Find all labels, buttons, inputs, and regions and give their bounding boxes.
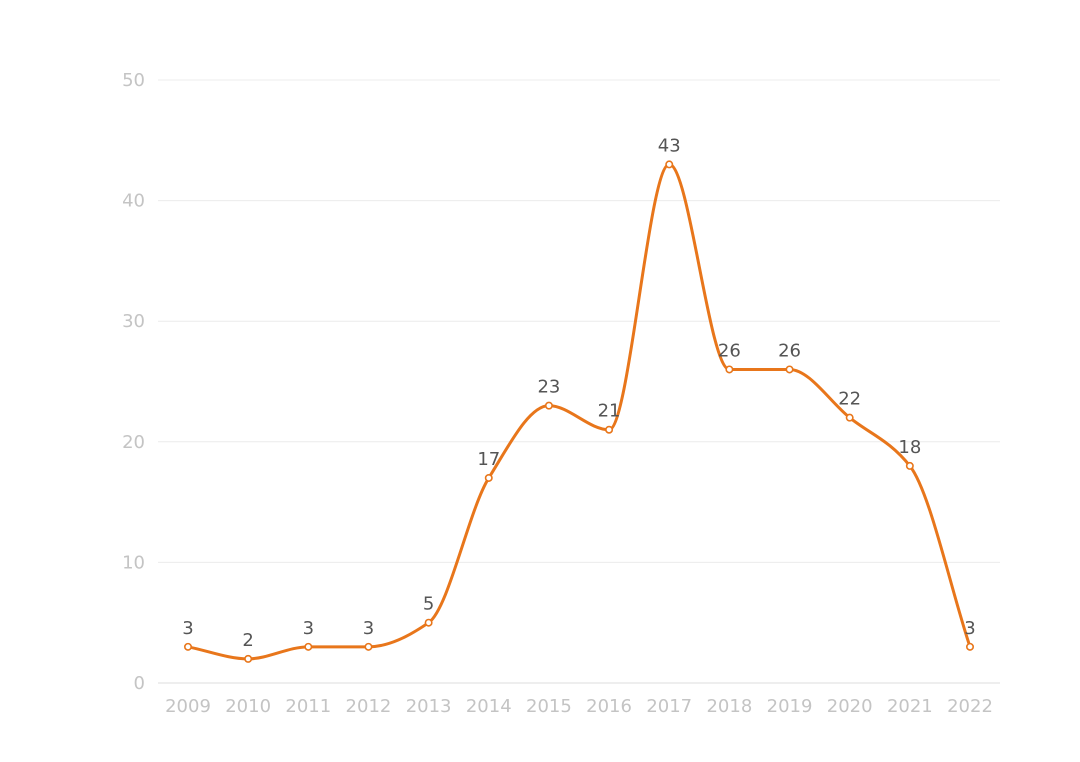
- x-tick-label: 2009: [165, 696, 211, 717]
- data-point: [484, 473, 493, 482]
- data-label: 3: [964, 618, 975, 639]
- data-point: [544, 401, 553, 410]
- y-tick-label: 30: [122, 311, 145, 332]
- data-point: [965, 642, 974, 651]
- data-label: 3: [363, 618, 374, 639]
- data-label: 3: [303, 618, 314, 639]
- x-tick-label: 2011: [285, 696, 331, 717]
- y-tick-label: 0: [134, 673, 145, 694]
- data-label: 21: [598, 401, 621, 422]
- data-label: 26: [778, 340, 801, 361]
- data-label: 43: [658, 135, 681, 156]
- data-label: 3: [182, 618, 193, 639]
- data-point: [845, 413, 854, 422]
- x-tick-label: 2020: [827, 696, 873, 717]
- x-tick-label: 2010: [225, 696, 271, 717]
- y-tick-label: 20: [122, 432, 145, 453]
- x-tick-label: 2013: [406, 696, 452, 717]
- data-point: [725, 365, 734, 374]
- x-tick-label: 2019: [767, 696, 813, 717]
- data-label: 23: [537, 377, 560, 398]
- series: [186, 162, 972, 661]
- data-label: 2: [242, 630, 253, 651]
- data-point: [364, 642, 373, 651]
- data-point: [184, 642, 193, 651]
- x-tick-label: 2016: [586, 696, 632, 717]
- y-tick-label: 10: [122, 552, 145, 573]
- data-label: 26: [718, 340, 741, 361]
- data-point: [665, 160, 674, 169]
- data-label: 17: [477, 449, 500, 470]
- y-tick-label: 40: [122, 191, 145, 212]
- x-tick-label: 2021: [887, 696, 933, 717]
- x-tick-label: 2022: [947, 696, 993, 717]
- series-line: [186, 162, 972, 661]
- data-label: 5: [423, 594, 434, 615]
- x-tick-label: 2014: [466, 696, 512, 717]
- data-label: 22: [838, 389, 861, 410]
- data-point: [424, 618, 433, 627]
- x-axis: 2009 2010 2011 2012 2013 2014 2015 2016 2017 2018…: [165, 696, 993, 717]
- x-tick-label: 2015: [526, 696, 572, 717]
- data-point: [244, 654, 253, 663]
- data-point: [304, 642, 313, 651]
- gridlines: [158, 79, 1000, 684]
- x-tick-label: 2017: [646, 696, 692, 717]
- data-point: [905, 461, 914, 470]
- x-tick-label: 2018: [706, 696, 752, 717]
- y-axis: 0 10 20 30 40 50: [122, 70, 145, 694]
- data-points: [184, 160, 974, 663]
- y-tick-label: 50: [122, 70, 145, 91]
- data-point: [605, 425, 614, 434]
- x-tick-label: 2012: [346, 696, 392, 717]
- data-label: 18: [898, 437, 921, 458]
- data-point: [785, 365, 794, 374]
